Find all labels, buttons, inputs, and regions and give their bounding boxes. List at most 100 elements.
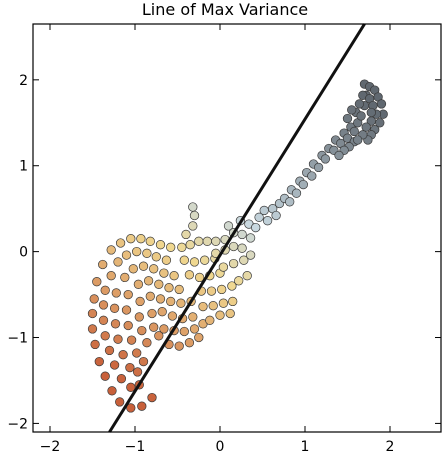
data-point-115	[228, 241, 239, 252]
data-point-21	[98, 300, 109, 310]
data-point-106	[205, 315, 215, 325]
data-point-91	[189, 257, 200, 267]
plot-frame	[32, 23, 442, 433]
data-point-35	[161, 255, 172, 265]
data-point-20	[100, 285, 110, 295]
data-point-18	[155, 240, 166, 250]
data-points	[87, 79, 388, 413]
x-tick-label-3: 1	[301, 439, 310, 455]
data-point-73	[167, 311, 178, 321]
data-point-172	[354, 99, 365, 109]
data-point-42	[132, 367, 143, 377]
data-point-166	[376, 99, 387, 109]
data-point-22	[98, 315, 109, 325]
data-point-4	[90, 339, 100, 350]
data-point-60	[135, 296, 145, 307]
data-point-39	[113, 334, 123, 344]
axis-ticks	[33, 24, 441, 432]
data-point-43	[120, 272, 130, 283]
data-point-38	[110, 319, 121, 329]
data-point-46	[149, 264, 159, 274]
data-point-101	[227, 281, 237, 291]
data-point-65	[155, 294, 166, 304]
x-tick-label-2: 0	[216, 439, 225, 455]
data-point-12	[98, 259, 108, 270]
data-point-36	[111, 288, 121, 298]
data-point-51	[123, 320, 133, 331]
data-point-48	[169, 271, 179, 281]
data-point-69	[147, 308, 157, 319]
data-point-67	[176, 298, 186, 308]
data-point-133	[259, 205, 269, 216]
data-point-62	[137, 325, 147, 336]
data-point-185	[342, 113, 353, 124]
data-point-15	[126, 234, 136, 244]
data-point-8	[115, 397, 125, 407]
y-tick-labels: −2 −1 0 1 2	[7, 73, 28, 433]
data-point-49	[123, 289, 133, 300]
data-point-89	[211, 236, 221, 246]
data-point-37	[109, 303, 120, 313]
data-point-127	[223, 221, 234, 231]
data-point-66	[166, 296, 176, 307]
data-point-109	[181, 229, 191, 240]
data-point-16	[136, 234, 146, 244]
data-point-105	[228, 296, 238, 307]
data-point-124	[245, 250, 256, 260]
data-point-33	[142, 248, 152, 258]
data-point-23	[100, 331, 110, 341]
data-point-0	[92, 277, 102, 287]
x-tick-labels: −2 −1 0 1 2	[40, 439, 395, 455]
data-point-122	[228, 258, 239, 269]
data-point-6	[100, 371, 110, 381]
data-point-116	[237, 243, 247, 253]
data-point-45	[138, 261, 149, 271]
data-point-87	[194, 236, 204, 246]
data-point-126	[242, 271, 252, 281]
data-point-14	[115, 238, 126, 248]
data-point-7	[107, 386, 117, 396]
data-point-19	[166, 242, 176, 252]
data-point-138	[285, 197, 295, 207]
data-point-11	[147, 392, 157, 403]
data-point-83	[184, 338, 195, 348]
data-point-75	[188, 312, 198, 322]
data-point-2	[87, 308, 98, 319]
data-point-88	[202, 236, 212, 246]
data-point-56	[143, 276, 154, 286]
data-point-104	[218, 298, 229, 308]
data-point-1	[89, 294, 99, 304]
data-point-86	[185, 240, 195, 250]
x-tick-label-4: 2	[386, 439, 395, 455]
data-point-183	[334, 150, 344, 161]
data-point-142	[298, 179, 308, 190]
data-point-47	[159, 268, 169, 278]
data-point-64	[145, 291, 155, 301]
max-variance-line-segment	[108, 23, 366, 433]
data-point-41	[125, 362, 135, 373]
data-point-146	[313, 162, 324, 173]
data-point-9	[126, 403, 136, 413]
data-point-94	[184, 270, 195, 280]
y-tick-label-3: 1	[19, 159, 28, 175]
data-point-5	[94, 356, 104, 367]
data-point-10	[137, 401, 147, 411]
data-point-55	[133, 279, 144, 289]
data-point-90	[179, 255, 189, 265]
data-point-53	[132, 348, 142, 358]
data-point-135	[271, 210, 281, 221]
data-point-40	[118, 350, 128, 360]
data-point-27	[126, 382, 136, 392]
data-point-70	[149, 322, 159, 332]
data-point-58	[164, 283, 174, 293]
data-point-148	[320, 154, 331, 164]
data-point-178	[361, 122, 371, 132]
data-point-131	[254, 212, 264, 222]
data-point-107	[215, 310, 225, 320]
data-point-26	[116, 374, 127, 384]
data-point-110	[188, 221, 198, 231]
data-point-144	[307, 171, 317, 181]
data-point-78	[179, 326, 189, 337]
data-point-121	[218, 262, 229, 272]
